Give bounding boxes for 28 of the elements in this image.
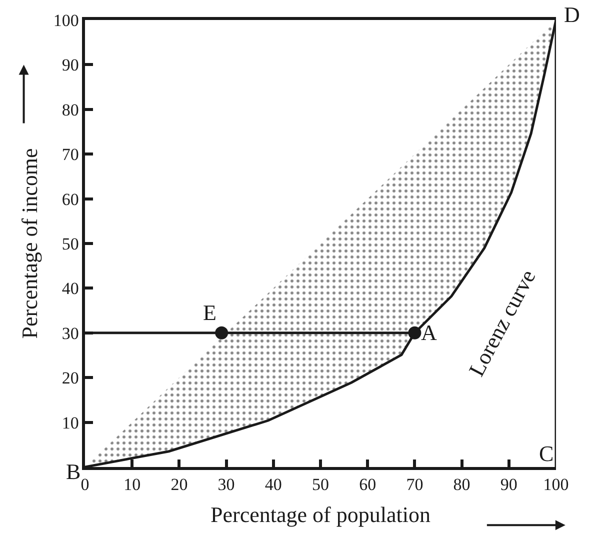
annotation: D [564,2,580,27]
x-tick-label: 80 [453,475,470,494]
x-tick-label: 0 [80,475,90,494]
y-tick-label: 60 [62,190,79,209]
x-tick-label: 20 [170,475,188,494]
x-tick-label: 30 [218,475,235,494]
y-tick-label: 80 [62,100,79,120]
x-tick-label: 100 [543,475,569,494]
y-tick-label: 70 [62,145,79,164]
y-tick-label: 30 [62,324,79,343]
y-tick-label: 50 [62,234,79,254]
y-tick-label: 100 [53,10,79,30]
x-axis-title: Percentage of population [210,502,430,528]
x-tick-label: 70 [406,475,424,494]
x-tick-label: 40 [264,475,282,494]
y-tick-label: 10 [62,413,79,432]
x-tick-label: 60 [359,475,376,494]
annotation: C [539,441,554,466]
y-tick-label: 90 [62,56,79,75]
x-tick-label: 90 [500,475,518,494]
annotation: A [421,320,437,345]
annotation: E [203,300,216,325]
y-axis-title: Percentage of income [17,148,42,339]
x-tick-label: 50 [312,475,329,494]
x-tick-label: 10 [124,475,141,494]
y-tick-label: 40 [62,279,79,298]
y-tick-label: 20 [62,368,79,388]
annotation: B [66,459,81,484]
